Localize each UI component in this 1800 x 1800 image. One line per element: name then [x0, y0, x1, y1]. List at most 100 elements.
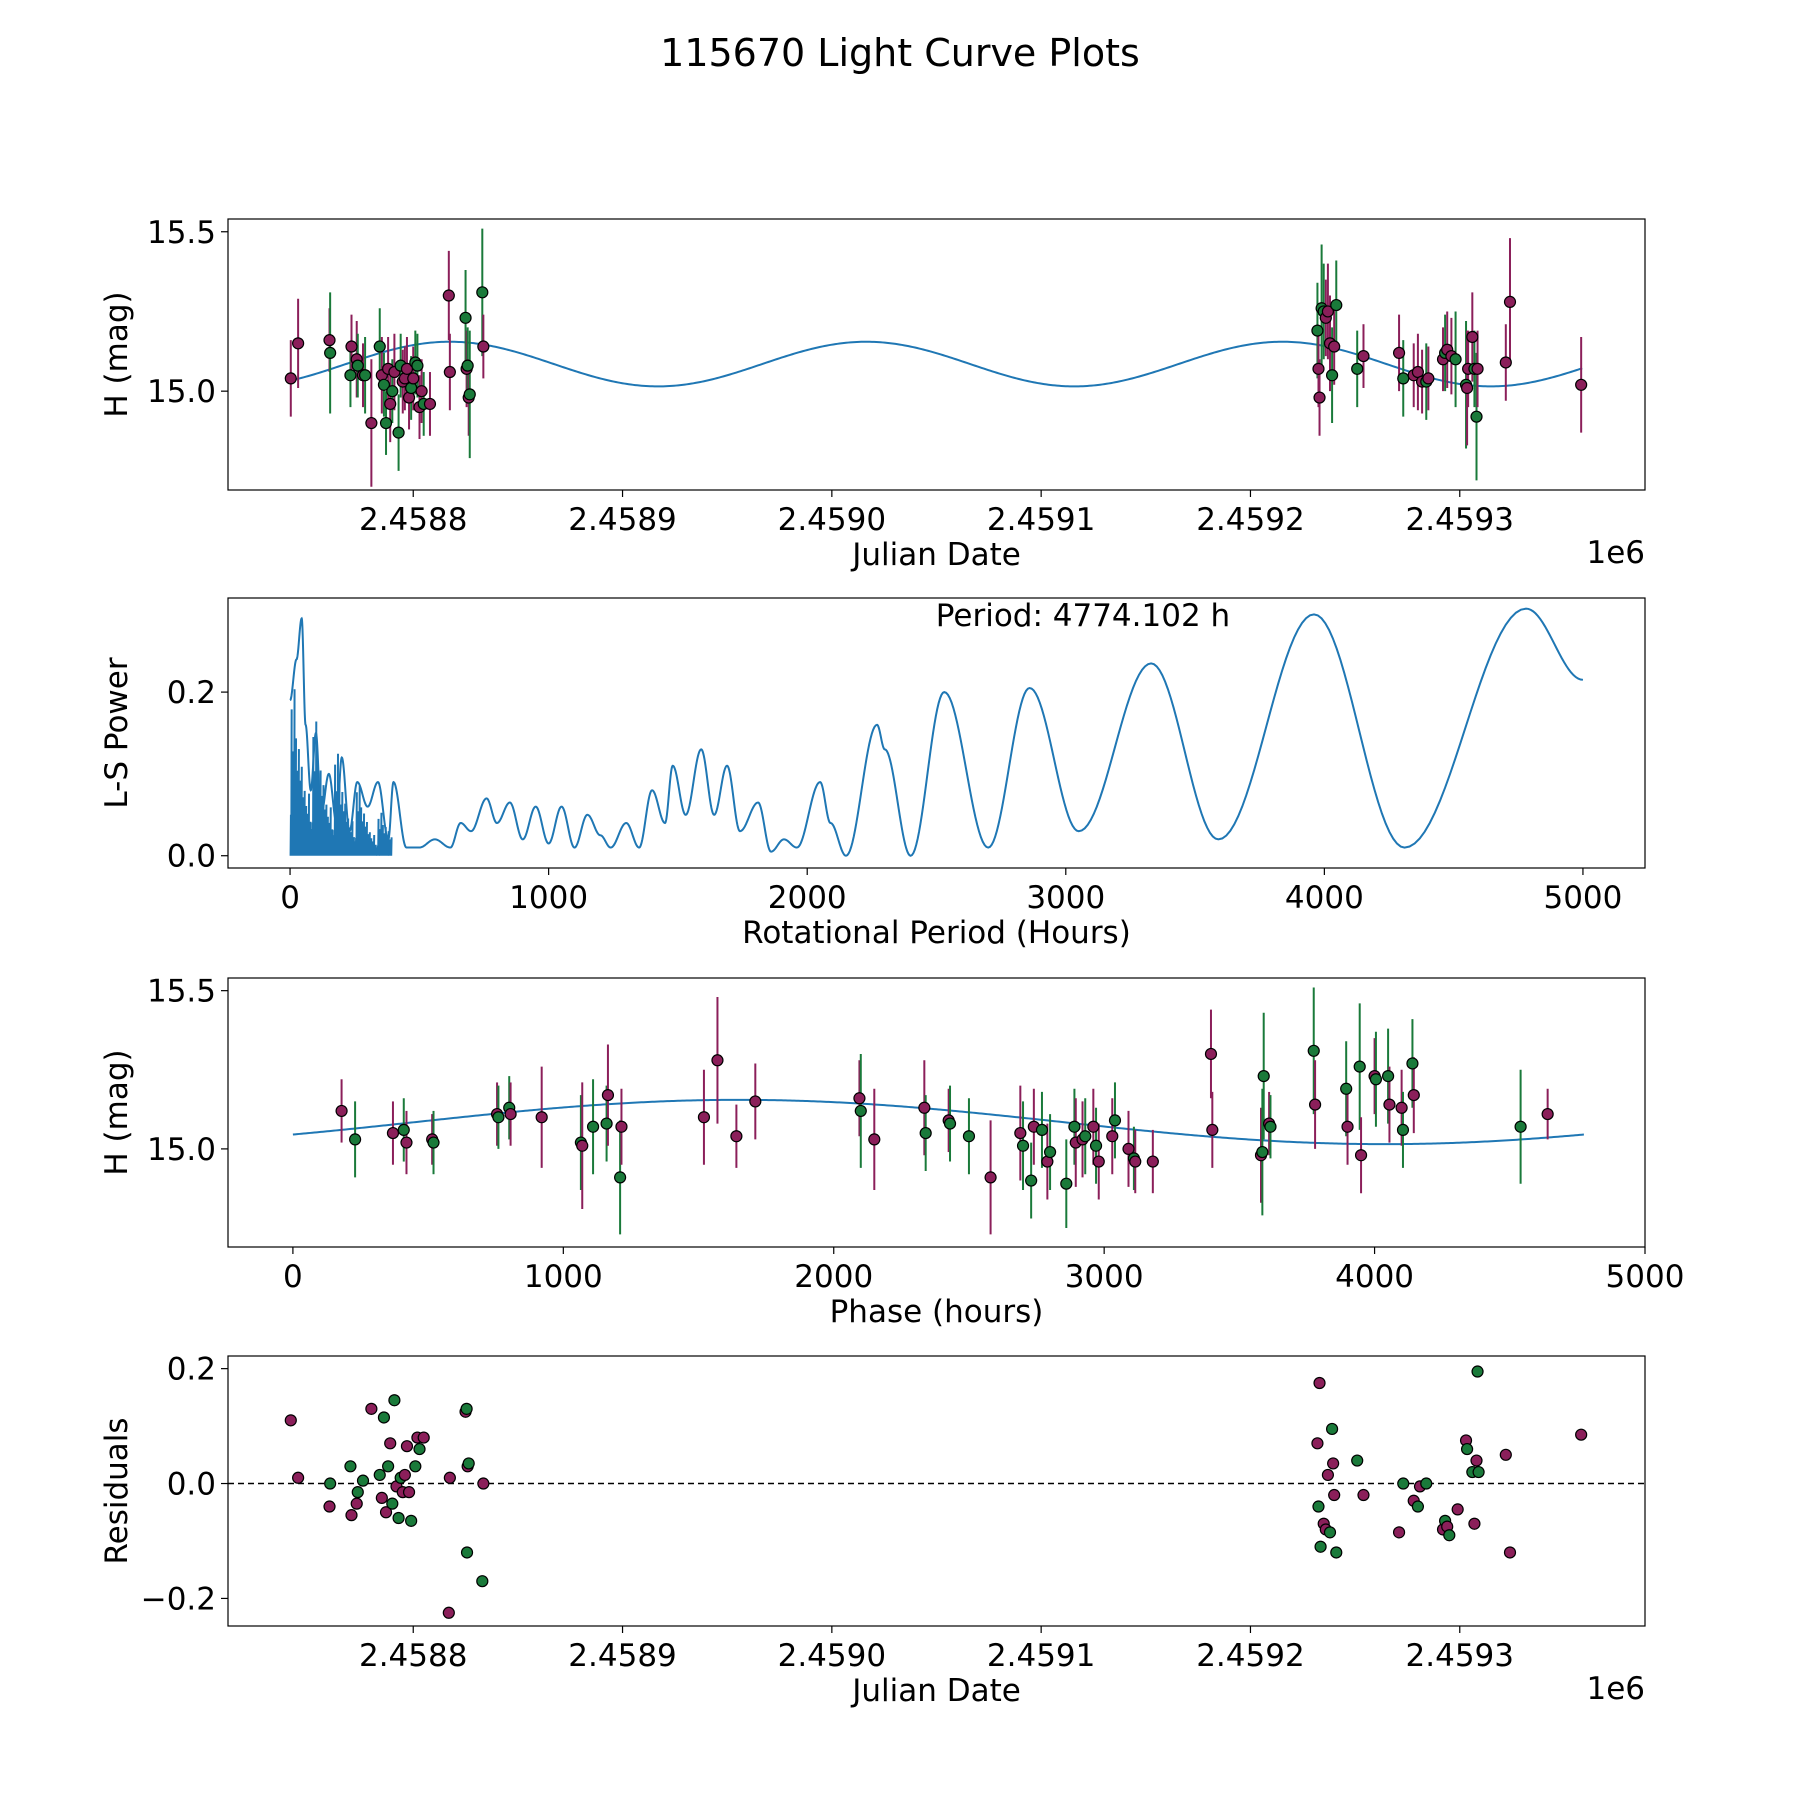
- x-tick-label: 2.4593: [1406, 1638, 1514, 1674]
- x-tick-label: 1000: [509, 880, 588, 916]
- data-point-purple: [1503, 1546, 1517, 1559]
- y-axis-label: Residuals: [99, 1417, 135, 1564]
- data-point-green: [1472, 1465, 1485, 1479]
- data-point-purple: [1503, 295, 1517, 308]
- data-point-purple: [1321, 1468, 1335, 1482]
- data-point-purple: [417, 1431, 430, 1444]
- data-point-purple: [407, 372, 420, 385]
- x-axis-label: Julian Date: [850, 1673, 1021, 1709]
- x-tick-label: 2.4589: [568, 1638, 676, 1674]
- data-point-green: [1443, 1529, 1456, 1542]
- data-point-purple: [730, 1130, 743, 1143]
- data-point-green: [1460, 1442, 1474, 1456]
- data-point-green: [1396, 1123, 1410, 1137]
- data-point-green: [614, 1171, 627, 1184]
- data-point-green: [405, 1514, 418, 1527]
- data-point-purple: [1313, 391, 1326, 404]
- data-point-purple: [1327, 1457, 1340, 1470]
- x-tick-label: 2.4590: [778, 1638, 886, 1674]
- data-point-purple: [535, 1111, 548, 1124]
- data-point-purple: [918, 1101, 931, 1114]
- data-point-green: [388, 1394, 401, 1407]
- data-point-green: [600, 1117, 613, 1130]
- phased-lightcurve-panel: 0 1000 2000 3000 4000 5000 15.0 15.5 Phase (hour…: [99, 974, 1684, 1330]
- data-point-purple: [398, 1468, 411, 1482]
- data-point-green: [397, 1123, 410, 1137]
- data-point-purple: [477, 1477, 490, 1490]
- data-point-green: [460, 1402, 473, 1415]
- data-point-purple: [1308, 1098, 1322, 1111]
- data-point-green: [854, 1104, 867, 1118]
- data-point-green: [1351, 362, 1364, 375]
- data-point-purple: [1575, 1428, 1588, 1441]
- data-point-green: [1397, 372, 1410, 385]
- x-tick-label: 4000: [1335, 1259, 1414, 1295]
- data-point-green: [1307, 1044, 1320, 1057]
- data-point-green: [943, 1117, 957, 1130]
- data-point-purple: [1407, 1088, 1420, 1102]
- x-axis-label: Julian Date: [850, 537, 1021, 573]
- y-tick-label: 0.2: [167, 1352, 216, 1388]
- data-point-purple: [1092, 1155, 1105, 1168]
- periodogram-panel: 0 1000 2000 3000 4000 5000 0.0 0.2 Rotational Pe…: [99, 597, 1646, 951]
- data-point-green: [411, 359, 424, 372]
- x-tick-label: 3000: [1065, 1259, 1144, 1295]
- data-point-purple: [1395, 1101, 1408, 1114]
- data-point-green: [392, 1511, 405, 1525]
- data-point-green: [463, 388, 476, 401]
- data-point-green: [1406, 1057, 1419, 1070]
- x-axis-label: Rotational Period (Hours): [742, 915, 1131, 951]
- data-point-green: [1043, 1145, 1057, 1159]
- data-point-purple: [442, 289, 455, 302]
- data-point-green: [344, 1460, 357, 1473]
- data-point-purple: [984, 1171, 997, 1184]
- y-tick-label: 0.0: [167, 839, 216, 875]
- data-point-purple: [1328, 340, 1341, 353]
- axes-frame: [227, 1355, 1646, 1627]
- data-point-purple: [323, 334, 336, 347]
- y-axis-label: H (mag): [99, 291, 135, 417]
- data-point-green: [1311, 324, 1324, 337]
- data-point-purple: [1328, 1488, 1341, 1502]
- data-point-purple: [442, 1606, 455, 1619]
- data-point-green: [344, 369, 357, 382]
- data-point-green: [1314, 1540, 1327, 1553]
- data-point-green: [962, 1130, 976, 1143]
- data-point-purple: [345, 1509, 358, 1522]
- data-point-green: [386, 1497, 399, 1510]
- data-point-green: [1353, 1060, 1366, 1073]
- data-point-purple: [386, 1126, 400, 1140]
- y-tick-label: 0.0: [167, 1467, 216, 1503]
- data-point-purple: [868, 1133, 881, 1146]
- y-tick-label: 15.0: [147, 1132, 216, 1168]
- data-point-green: [1369, 1073, 1383, 1086]
- data-point-green: [1089, 1139, 1103, 1152]
- data-point-green: [1325, 369, 1339, 382]
- data-point-purple: [1313, 1376, 1326, 1390]
- data-point-green: [1257, 1070, 1270, 1083]
- data-point-green: [461, 359, 474, 372]
- data-point-green: [413, 1442, 426, 1456]
- data-point-green: [1471, 1365, 1484, 1378]
- periodogram-short-period-forest: [289, 689, 393, 856]
- data-point-purple: [1146, 1155, 1159, 1168]
- data-point-purple: [384, 1437, 397, 1450]
- data-point-green: [1411, 1500, 1425, 1513]
- data-point-purple: [375, 1491, 388, 1504]
- data-point-purple: [292, 1471, 305, 1484]
- data-point-green: [1256, 1145, 1269, 1159]
- data-point-green: [1470, 410, 1483, 423]
- data-point-purple: [1541, 1107, 1554, 1121]
- data-point-green: [1068, 1120, 1081, 1133]
- x-tick-label: 5000: [1543, 880, 1622, 916]
- data-point-green: [356, 1474, 370, 1487]
- x-tick-label: 2000: [794, 1259, 873, 1295]
- x-tick-label: 0: [280, 880, 300, 916]
- data-point-purple: [1312, 362, 1325, 375]
- data-point-purple: [1357, 349, 1370, 363]
- periodogram-line: [289, 607, 1584, 857]
- x-offset-text: 1e6: [1586, 1671, 1645, 1707]
- x-tick-label: 1000: [524, 1259, 603, 1295]
- data-point-purple: [284, 372, 297, 385]
